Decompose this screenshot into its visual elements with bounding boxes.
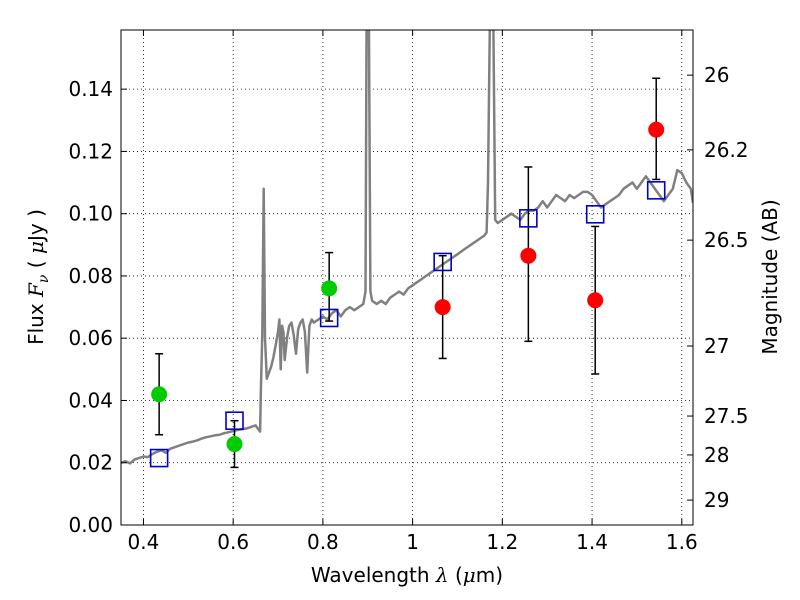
- observed-point-green: [321, 280, 338, 297]
- y2-tick-label: 27: [704, 334, 729, 358]
- observed-point-red: [648, 121, 665, 138]
- y-tick-label: 0.12: [68, 139, 113, 163]
- model-photometry-square: [585, 205, 605, 224]
- model-photometry-square: [149, 448, 169, 468]
- grid-lines: [121, 30, 693, 526]
- observed-point-green: [151, 386, 168, 403]
- y-axis-label: Flux Fν ( μJy ): [24, 209, 52, 345]
- model-photometry-square: [646, 181, 666, 200]
- y-tick-label: 0.08: [68, 264, 113, 288]
- model-photometry-square: [433, 252, 452, 272]
- y2-tick-label: 29: [704, 488, 729, 512]
- x-axis-label: Wavelength λ (μm): [311, 563, 503, 587]
- model-photometry-square: [319, 308, 339, 328]
- y-tick-label: 0.14: [68, 77, 113, 101]
- model-spectrum-layer: [121, 30, 693, 465]
- x-tick-label: 1.2: [486, 530, 518, 554]
- x-tick-label: 0.6: [217, 530, 249, 554]
- y2-tick-label: 26: [704, 63, 729, 87]
- y-tick-label: 0.02: [68, 451, 113, 475]
- y2-tick-label: 26.2: [704, 138, 749, 162]
- error-bars-layer: [155, 77, 661, 469]
- observed-point-red: [587, 292, 604, 309]
- y2-axis-label: Magnitude (AB): [758, 199, 782, 354]
- x-tick-label: 0.8: [307, 530, 339, 554]
- plot-frame: [120, 29, 694, 526]
- x-tick-label: 1.6: [666, 530, 698, 554]
- y2-tick-label: 28: [704, 443, 729, 467]
- y-tick-label: 0.10: [68, 202, 113, 226]
- observed-point-green: [226, 436, 243, 453]
- model-photometry-layer: [149, 181, 666, 468]
- y-tick-label: 0.06: [68, 326, 113, 350]
- x-tick-label: 1: [406, 530, 419, 554]
- observed-point-red: [434, 299, 451, 316]
- x-tick-label: 0.4: [128, 530, 160, 554]
- model-photometry-square: [225, 411, 244, 431]
- y2-tick-label: 27.5: [704, 404, 749, 428]
- observed-point-red: [520, 247, 537, 264]
- y2-tick-label: 26.5: [704, 228, 749, 252]
- x-tick-label: 1.4: [576, 530, 608, 554]
- axis-ticks: [121, 30, 693, 526]
- y-tick-label: 0.00: [68, 513, 113, 537]
- model-spectrum-line: [121, 30, 693, 465]
- data-points-layer: [151, 121, 665, 453]
- model-photometry-square: [519, 209, 538, 228]
- y-tick-label: 0.04: [68, 388, 113, 412]
- tick-labels: 0.4 0.6 0.8 1 1.2 1.4 1.6 0.00 0.02 0.04 0.06 0.08 0…: [68, 63, 748, 554]
